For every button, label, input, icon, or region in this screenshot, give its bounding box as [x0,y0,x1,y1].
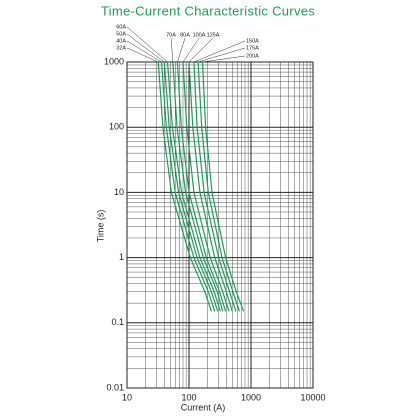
leader-line [126,26,168,63]
legend-label: 200A [246,53,259,59]
y-tick-label: 10 [114,187,124,197]
chart-title: Time-Current Characteristic Curves [101,3,315,18]
plot-frame [126,61,314,389]
leader-line [197,47,246,63]
legend-label: 100A [193,32,206,38]
x-tick-label: 10 [122,392,132,402]
y-tick-label: 1 [119,252,124,262]
leader-line [177,37,186,63]
y-tick-label: 0.01 [106,382,124,392]
y-axis-label: Time (s) [95,210,105,243]
leader-line [126,33,165,63]
leader-line [193,40,246,63]
x-axis-label: Current (A) [181,402,226,412]
curve [193,61,237,312]
curve [163,61,219,312]
y-tick-label: 0.1 [111,317,124,327]
leader-line [126,47,159,63]
x-tick-label: 1000 [241,392,261,402]
curve [166,61,221,312]
y-tick-label: 1000 [104,56,124,66]
leader-line [202,55,246,63]
legend-label: 40A [116,38,126,44]
legend-label: 80A [180,32,190,38]
leader-line [188,37,214,63]
legend-label: 60A [116,24,126,30]
y-tick-label: 100 [109,122,124,132]
legend-label: 32A [116,45,126,51]
legend-label: 50A [116,31,126,37]
x-tick-label: 100 [181,392,196,402]
legend-label: 125A [207,32,220,38]
curve [201,61,245,312]
leader-line [170,37,174,63]
curve [197,61,240,312]
curve [172,61,224,312]
curve [176,61,227,312]
legend-label: 175A [246,45,259,51]
legend-label: 150A [246,38,259,44]
legend-label: 70A [166,32,176,38]
curve [182,61,230,312]
leader-line [182,37,200,63]
curve [188,61,233,312]
curve [157,61,212,312]
leader-line [126,40,162,63]
x-tick-label: 10000 [300,392,325,402]
curve [160,61,216,312]
